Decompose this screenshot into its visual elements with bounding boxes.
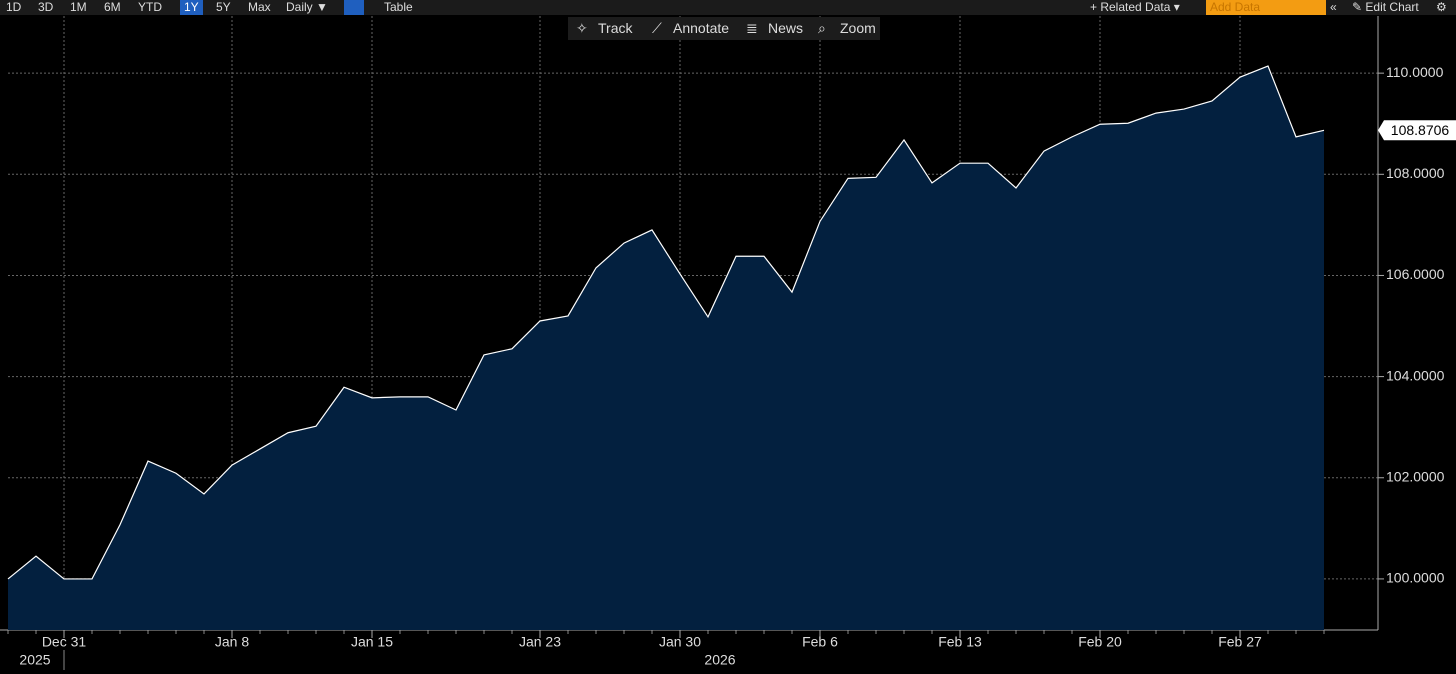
x-tick-label: Jan 30 (659, 634, 701, 650)
tool-icon: ⟋ (652, 20, 662, 36)
tool-button[interactable]: Annotate (673, 20, 730, 36)
y-tick-label: 108.0000 (1386, 165, 1445, 181)
collapse[interactable]: « (1330, 0, 1337, 14)
year-label: 2026 (704, 652, 735, 668)
y-tick-label: 106.0000 (1386, 266, 1445, 282)
x-tick-label: Jan 8 (215, 634, 249, 650)
area-line (7, 65, 1325, 580)
range-button[interactable]: Max (248, 0, 271, 14)
x-tick-label: Jan 23 (519, 634, 561, 650)
x-tick-label: Feb 27 (1218, 634, 1262, 650)
x-tick-label: Feb 6 (802, 634, 838, 650)
chart-type-button[interactable] (344, 0, 364, 15)
settings[interactable]: ⚙ (1436, 0, 1447, 14)
range-button[interactable]: 5Y (216, 0, 231, 14)
y-tick-label: 104.0000 (1386, 367, 1445, 383)
frequency-menu[interactable]: Daily ▼ (286, 0, 328, 14)
range-button[interactable]: 3D (38, 0, 54, 14)
tool-button[interactable]: Track (598, 20, 633, 36)
last-value-label: 108.8706 (1391, 122, 1450, 138)
area-fill (8, 66, 1324, 630)
tool-button[interactable]: Zoom (840, 20, 876, 36)
last-value-box (1378, 120, 1456, 141)
year-label: 2025 (19, 652, 50, 668)
x-tick-label: Jan 15 (351, 634, 393, 650)
x-tick-label: Feb 20 (1078, 634, 1122, 650)
range-button[interactable]: 6M (104, 0, 121, 14)
toolbar: 1D 3D 1M 6M YTD 1Y 5Y Max Daily ▼ Table … (0, 0, 1456, 15)
range-button[interactable]: 1Y (180, 0, 203, 15)
y-tick-label: 100.0000 (1386, 570, 1445, 586)
y-tick-label: 110.0000 (1386, 64, 1444, 80)
edit-chart[interactable]: ✎ Edit Chart (1352, 0, 1419, 14)
x-tick-label: Feb 13 (938, 634, 982, 650)
x-tick-label: Dec 31 (42, 634, 87, 650)
y-tick-label: 102.0000 (1386, 468, 1445, 484)
edit-chart-label: Edit Chart (1365, 0, 1419, 14)
tool-icon: ⌕ (818, 20, 826, 36)
table-button[interactable]: Table (384, 0, 413, 14)
chart-tools: ✧ Track ⟋ Annotate ≣ News ⌕ Zoom (568, 17, 880, 40)
tool-icon: ≣ (746, 20, 758, 36)
tool-button[interactable]: News (768, 20, 804, 36)
add-data-input[interactable]: Add Data (1206, 0, 1326, 15)
tool-icon: ✧ (576, 20, 588, 36)
range-button[interactable]: 1D (6, 0, 22, 14)
range-button[interactable]: 1M (70, 0, 87, 14)
related-data[interactable]: + Related Data ▾ (1090, 0, 1180, 14)
range-button[interactable]: YTD (138, 0, 162, 14)
